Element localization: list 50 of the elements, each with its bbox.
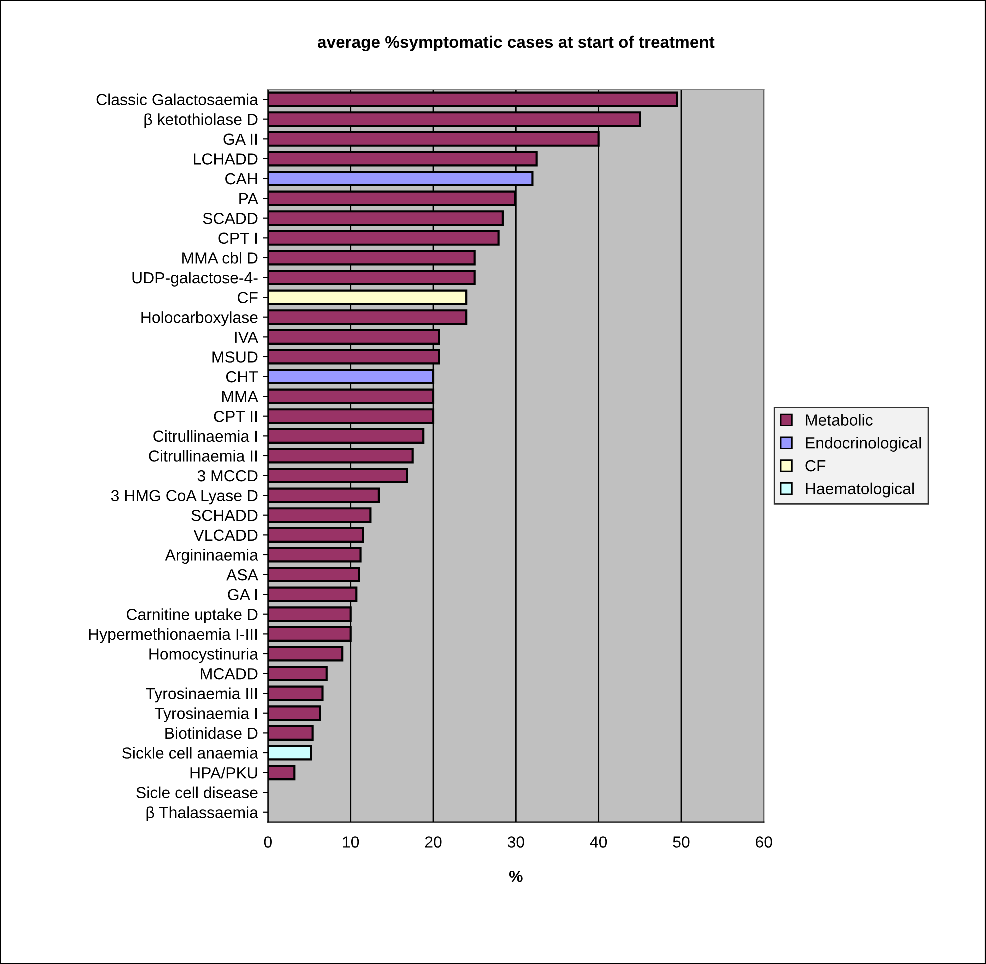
legend-label: Metabolic <box>806 414 873 426</box>
y-tick-label: CPT II <box>214 411 257 422</box>
x-tick-label: 40 <box>590 836 608 848</box>
y-tick-label: Classic Galactosaemia <box>96 94 258 106</box>
legend-label: Endocrinological <box>806 437 922 452</box>
y-tick-label: Biotinidase D <box>166 727 258 740</box>
y-tick-label: MCADD <box>201 668 258 680</box>
y-tick-label: Holocarboxylase <box>142 312 258 326</box>
y-tick-label: 3 HMG CoA Lyase D <box>111 490 258 505</box>
x-tick-label: 20 <box>425 836 442 848</box>
y-tick-label: Citrullinaemia I <box>154 430 257 442</box>
y-tick-label: UDP-galactose-4- <box>132 272 258 287</box>
y-tick-label: GA II <box>224 134 257 146</box>
y-tick-label: GA I <box>228 589 257 601</box>
y-tick-label: CPT I <box>218 232 257 244</box>
y-tick-label: Sickle cell anaemia <box>122 747 258 759</box>
y-tick-label: Tyrosinaemia III <box>146 688 258 703</box>
y-tick-label: PA <box>240 193 258 204</box>
y-tick-label: β Thalassaemia <box>146 806 258 822</box>
y-tick-label: 3 MCCD <box>198 470 258 482</box>
legend-label: Haematological <box>806 482 914 498</box>
y-tick-label: CAH <box>226 173 258 185</box>
y-tick-label: Sicle cell disease <box>136 786 258 799</box>
y-tick-label: MSUD <box>212 352 258 363</box>
y-tick-label: LCHADD <box>194 154 258 165</box>
y-tick-label: VLCADD <box>194 530 258 542</box>
legend-label: CF <box>806 460 826 472</box>
y-tick-label: Carnitine uptake D <box>127 608 258 624</box>
x-tick-label: 60 <box>756 836 772 848</box>
x-tick-label: 10 <box>343 836 360 848</box>
y-tick-label: Argininaemia <box>165 549 258 564</box>
y-tick-label: Citrullinaemia II <box>149 450 257 462</box>
y-tick-label: CF <box>238 292 258 304</box>
x-axis-title: % <box>509 870 523 882</box>
x-tick-label: 30 <box>508 836 524 848</box>
y-tick-label: ASA <box>226 569 258 581</box>
y-tick-label: IVA <box>235 332 258 343</box>
y-tick-label: β ketothiolase D <box>144 114 258 128</box>
y-tick-label: Tyrosinaemia I <box>154 708 258 722</box>
x-tick-label: 50 <box>673 836 690 848</box>
y-tick-label: SCHADD <box>192 510 258 522</box>
y-tick-label: Homocystinuria <box>150 648 258 664</box>
y-tick-label: Hypermethionaemia I-III <box>89 628 258 644</box>
y-tick-label: CHT <box>226 371 258 383</box>
x-tick-label: 0 <box>264 836 272 848</box>
chart-title: average %symptomatic cases at start of treatment <box>318 36 715 52</box>
y-tick-label: MMA cbl D <box>182 252 258 264</box>
y-tick-label: MMA <box>222 391 258 402</box>
y-tick-label: HPA/PKU <box>190 767 258 779</box>
y-tick-label: SCADD <box>203 212 258 224</box>
